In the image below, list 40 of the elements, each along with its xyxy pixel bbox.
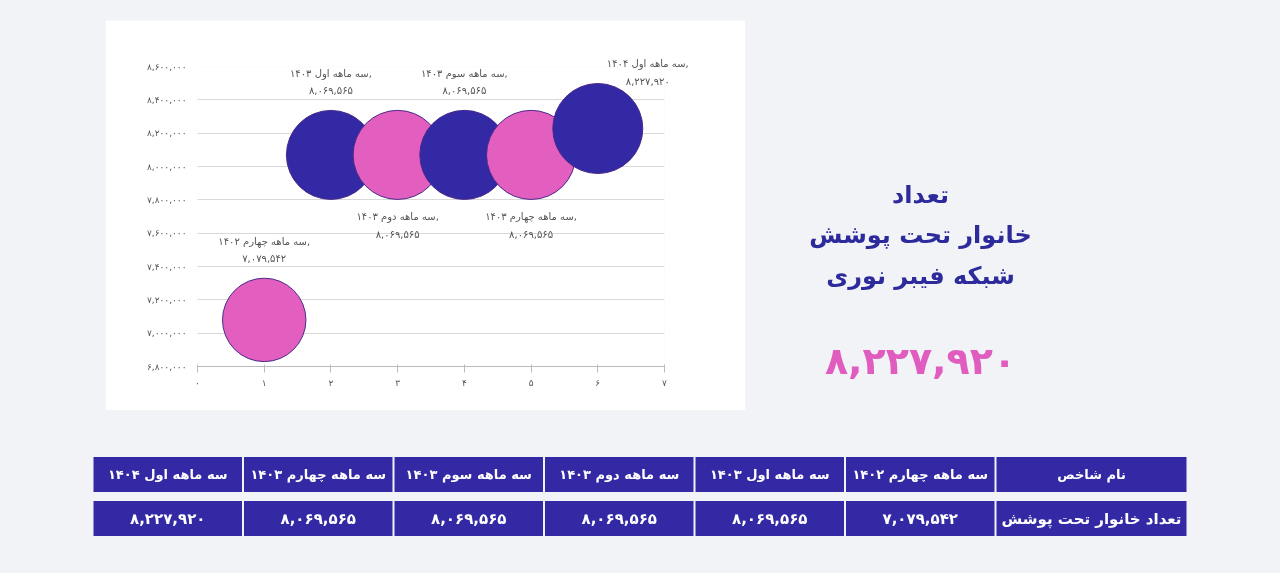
y-tick-label: ۸,۰۰۰,۰۰۰ [146,161,187,172]
x-tick-label: ۶ [595,377,601,388]
y-tick-label: ۷,۴۰۰,۰۰۰ [146,261,187,272]
text: تعداد خانوار تحت پوشش [1001,509,1182,529]
text: ۸,۲۲۷,۹۲۰ [130,509,206,528]
y-tick-label: ۸,۲۰۰,۰۰۰ [146,128,187,139]
data-label: سه ماهه چهارم ۱۴۰۲, ۷,۰۷۹,۵۴۲ [218,235,311,265]
category-label: سه ماهه اول ۱۴۰۴ [107,467,228,482]
text: تعداد خانوار تحت پوشش شبکه فیبر نوری [809,180,1032,290]
x-tick-label: ۴ [461,377,467,388]
x-tick-label: ۱ [261,377,267,388]
data-label: سه ماهه اول ۱۴۰۳, ۸,۰۶۹,۵۶۵ [290,67,372,97]
x-tick-label: ۲ [328,377,334,388]
text: ۸,۰۶۹,۵۶۵ [431,509,507,528]
text: ۷,۰۷۹,۵۴۲ [882,509,958,528]
y-tick-label: ۶,۸۰۰,۰۰۰ [146,361,187,372]
text: ۸,۰۶۹,۵۶۵ [581,509,657,528]
y-tick-label: ۸,۶۰۰,۰۰۰ [146,61,187,72]
data-label: سه ماهه چهارم ۱۴۰۳, ۸,۰۶۹,۵۶۵ [485,211,578,241]
data-label: سه ماهه سوم ۱۴۰۳, ۸,۰۶۹,۵۶۵ [421,67,508,97]
text: ۸,۰۶۹,۵۶۵ [732,509,808,528]
category-label: سه ماهه سوم ۱۴۰۳ [405,467,532,483]
category-label: سه ماهه چهارم ۱۴۰۳ [250,467,387,483]
y-tick-label: ۷,۸۰۰,۰۰۰ [146,194,187,205]
text: نام شاخص [1057,467,1126,483]
x-tick-label: ۳ [395,377,401,388]
category-label: سه ماهه دوم ۱۴۰۳ [559,467,680,483]
x-tick-label: ۵ [528,377,534,388]
category-label: سه ماهه اول ۱۴۰۳ [709,467,830,482]
text: ۸,۲۲۷,۹۲۰ [824,338,1017,383]
y-tick-label: ۷,۶۰۰,۰۰۰ [146,228,187,239]
y-tick-label: ۷,۲۰۰,۰۰۰ [146,294,187,305]
y-tick-label: ۸,۴۰۰,۰۰۰ [146,94,187,105]
y-tick-label: ۷,۰۰۰,۰۰۰ [146,328,187,339]
category-label: سه ماهه چهارم ۱۴۰۲ [852,467,989,483]
text: ۸,۰۶۹,۵۶۵ [280,509,356,528]
x-tick-label: ۰ [195,377,200,388]
data-label: سه ماهه اول ۱۴۰۴, ۸,۲۲۷,۹۲۰ [606,57,689,87]
x-tick-label: ۷ [662,377,668,388]
data-label: سه ماهه دوم ۱۴۰۳, ۸,۰۶۹,۵۶۵ [356,211,439,241]
